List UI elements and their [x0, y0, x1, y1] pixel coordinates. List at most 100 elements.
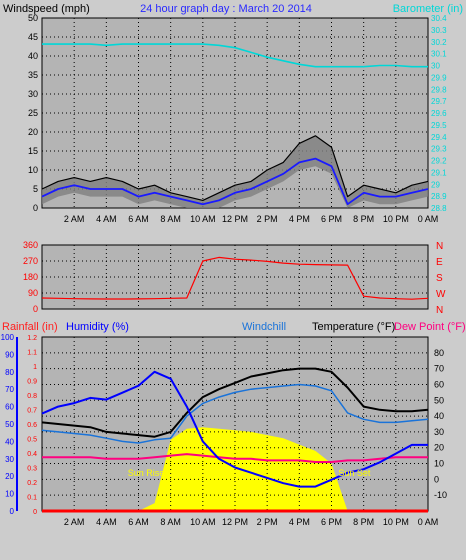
- wind-time-label: 2 PM: [257, 214, 278, 224]
- barometer-tick-label: 29.2: [431, 157, 447, 166]
- direction-series: [41, 256, 429, 300]
- compass-label: W: [436, 289, 446, 300]
- wind-time-label: 10 PM: [383, 214, 409, 224]
- windspeed-tick-label: 35: [28, 70, 38, 80]
- windchill-axis-label: Windchill: [242, 321, 286, 333]
- rainfall-ticks: 0 0.1 0.2 0.3 0.4 0.5 0.6 0.7 0.8 0.9 1 1.1 1.2: [27, 335, 37, 516]
- wind-time-label: 8 PM: [353, 214, 374, 224]
- direction-grid: [42, 245, 428, 309]
- wind-average-line: [41, 157, 429, 206]
- humidity-tick-label: 20: [5, 472, 14, 481]
- rainfall-tick-label: 0.7: [27, 408, 37, 415]
- windspeed-tick-label: 15: [28, 146, 38, 156]
- wind-time-label: 12 PM: [222, 214, 248, 224]
- barometer-tick-label: 30.4: [431, 14, 447, 23]
- temperature-tick-label: 0: [434, 474, 439, 484]
- windspeed-tick-label: 50: [28, 13, 38, 23]
- temperature-axis-label: Temperature (°F): [312, 321, 395, 333]
- barometer-tick-label: 29.6: [431, 109, 447, 118]
- rainfall-tick-label: 0.5: [27, 437, 37, 444]
- wind-time-label: 8 AM: [160, 214, 181, 224]
- wind-time-label: 2 AM: [64, 214, 85, 224]
- rainfall-tick-label: 1: [33, 364, 37, 371]
- rainfall-tick-label: 0: [33, 509, 37, 516]
- windspeed-tick-label: 0: [33, 203, 38, 213]
- barometer-tick-label: 29.7: [431, 97, 447, 106]
- temperature-time-label: 10 AM: [190, 517, 216, 527]
- compass-label: S: [436, 273, 443, 284]
- temperature-time-label: 0 AM: [418, 517, 439, 527]
- temperature-time-label: 2 AM: [64, 517, 85, 527]
- windchill-line: [41, 383, 429, 444]
- temperature-ticks: -10 0 10 20 30 40 50 60 70 80: [434, 348, 447, 500]
- temperature-panel: Rainfall (in) Humidity (%) Windchill Tem…: [1, 321, 466, 527]
- windspeed-ticks: 0 5 10 15 20 25 30 35 40 45 50: [28, 13, 38, 213]
- temperature-tick-label: 50: [434, 395, 444, 405]
- barometer-tick-label: 30.2: [431, 38, 447, 47]
- rainfall-tick-label: 1.2: [27, 335, 37, 342]
- humidity-line: [41, 370, 428, 488]
- barometer-tick-label: 29.9: [431, 73, 447, 82]
- temperature-time-label: 2 PM: [257, 517, 278, 527]
- barometer-axis-label: Barometer (in): [393, 3, 463, 15]
- temperature-series: [41, 367, 429, 513]
- humidity-tick-label: 60: [5, 403, 14, 412]
- gust-band: [42, 135, 428, 208]
- rainfall-tick-label: 0.2: [27, 480, 37, 487]
- rainfall-tick-label: 0.1: [27, 495, 37, 502]
- rainfall-tick-label: 1.1: [27, 350, 37, 357]
- dewpoint-axis-label: Dew Point (°F): [394, 321, 466, 333]
- windspeed-tick-label: 25: [28, 108, 38, 118]
- wind-time-label: 4 AM: [96, 214, 117, 224]
- humidity-tick-label: 50: [5, 420, 14, 429]
- wind-panel: Windspeed (mph) 24 hour graph day : Marc…: [3, 3, 463, 224]
- barometer-tick-label: 29.1: [431, 168, 447, 177]
- windspeed-tick-label: 40: [28, 51, 38, 61]
- temperature-time-label: 12 PM: [222, 517, 248, 527]
- humidity-tick-label: 0: [10, 507, 15, 516]
- temperature-time-ticks: 2 AM 4 AM 6 AM 8 AM 10 AM 12 PM 2 PM 4 PM 6 PM 8 …: [64, 517, 438, 527]
- windspeed-tick-label: 20: [28, 127, 38, 137]
- temperature-time-label: 10 PM: [383, 517, 409, 527]
- direction-tick-label: 0: [33, 304, 38, 314]
- temperature-tick-label: -10: [434, 490, 447, 500]
- barometer-tick-label: 29.4: [431, 133, 447, 142]
- temperature-tick-label: 40: [434, 411, 444, 421]
- humidity-tick-label: 90: [5, 350, 14, 359]
- windspeed-tick-label: 45: [28, 32, 38, 42]
- sunset-label: Sun Set: [338, 468, 371, 478]
- temperature-tick-label: 70: [434, 364, 444, 374]
- direction-tick-label: 180: [23, 272, 38, 282]
- chart-title: 24 hour graph day : March 20 2014: [140, 3, 312, 15]
- sunrise-label: Sun Rise: [128, 468, 165, 478]
- rainfall-tick-label: 0.9: [27, 379, 37, 386]
- temperature-time-label: 8 PM: [353, 517, 374, 527]
- humidity-tick-label: 100: [1, 333, 15, 342]
- temperature-time-label: 4 AM: [96, 517, 117, 527]
- barometer-tick-label: 29.3: [431, 145, 447, 154]
- windspeed-line: [41, 135, 429, 201]
- wind-time-label: 4 PM: [289, 214, 310, 224]
- barometer-tick-label: 28.9: [431, 192, 447, 201]
- compass-label: E: [436, 257, 443, 268]
- humidity-tick-label: 40: [5, 437, 14, 446]
- wind-time-label: 0 AM: [418, 214, 439, 224]
- barometer-tick-label: 30.3: [431, 26, 447, 35]
- humidity-tick-label: 70: [5, 385, 14, 394]
- temperature-tick-label: 80: [434, 348, 444, 358]
- barometer-line: [42, 43, 428, 68]
- temperature-time-label: 6 PM: [321, 517, 342, 527]
- barometer-tick-label: 28.8: [431, 204, 447, 213]
- temperature-tick-label: 20: [434, 443, 444, 453]
- barometer-tick-label: 29: [431, 180, 440, 189]
- wind-time-ticks: 2 AM 4 AM 6 AM 8 AM 10 AM 12 PM 2 PM 4 PM 6 PM 8 …: [64, 214, 438, 224]
- compass-label: N: [436, 305, 443, 316]
- barometer-tick-label: 30.1: [431, 50, 447, 59]
- wind-time-label: 6 AM: [128, 214, 149, 224]
- rainfall-tick-label: 0.6: [27, 422, 37, 429]
- wind-series: [41, 43, 429, 208]
- barometer-ticks: 28.8 28.9 29 29.1 29.2 29.3 29.4 29.5 29.6 29.7 29…: [431, 14, 447, 213]
